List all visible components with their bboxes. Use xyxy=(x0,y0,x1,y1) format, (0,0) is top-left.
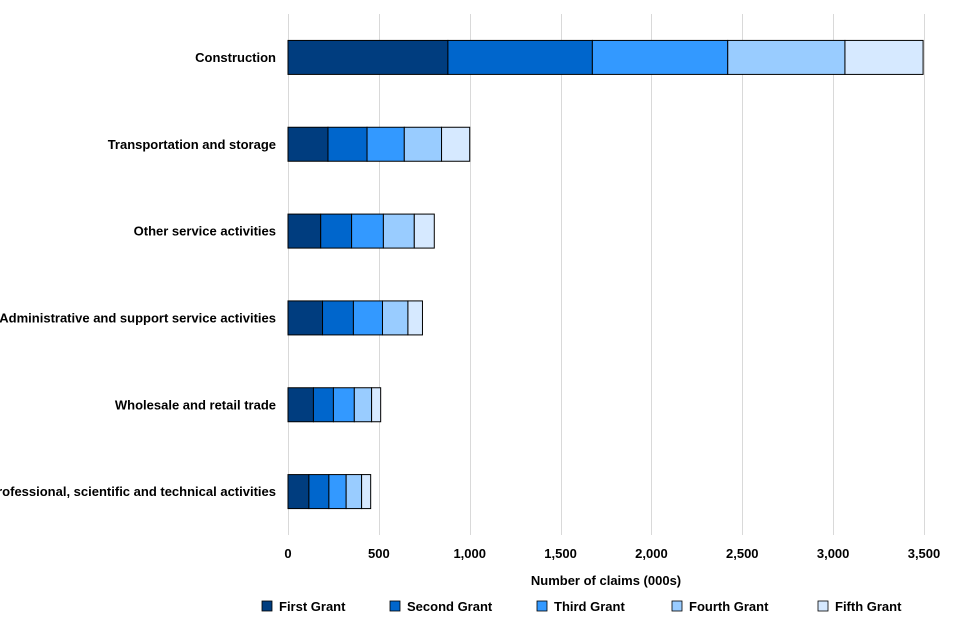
legend-label: Fifth Grant xyxy=(835,599,902,614)
bar-segment-third-grant xyxy=(591,39,729,75)
x-tick-label: 1,000 xyxy=(453,546,486,561)
bar-segment-second-grant xyxy=(320,213,353,249)
bar-segment-first-grant xyxy=(287,39,449,75)
bar-segment-fourth-grant xyxy=(353,387,373,423)
bar-segment-first-grant xyxy=(287,300,324,336)
bar-segment-first-grant xyxy=(287,474,310,510)
bar-segment-fifth-grant xyxy=(441,126,471,162)
x-tick-label: 1,500 xyxy=(544,546,577,561)
bar-segment-fifth-grant xyxy=(413,213,435,249)
bar-segment-second-grant xyxy=(447,39,593,75)
legend-swatch xyxy=(536,600,548,612)
bar-segment-fifth-grant xyxy=(844,39,924,75)
bar-segment-third-grant xyxy=(332,387,355,423)
bar-segment-second-grant xyxy=(327,126,368,162)
bar-segment-fourth-grant xyxy=(403,126,443,162)
category-label: Construction xyxy=(195,50,276,65)
x-tick-label: 500 xyxy=(368,546,390,561)
bar-segment-second-grant xyxy=(322,300,354,336)
x-tick-labels: 0 500 1,000 1,500 2,000 2,500 3,000 3,500 xyxy=(284,546,940,561)
x-tick-label: 0 xyxy=(284,546,291,561)
bar-segment-first-grant xyxy=(287,126,329,162)
x-tick-label: 3,000 xyxy=(817,546,850,561)
category-label: Professional, scientific and technical a… xyxy=(0,484,276,499)
gridlines xyxy=(288,14,925,535)
bar-segment-fifth-grant xyxy=(407,300,423,336)
bar-segment-second-grant xyxy=(308,474,330,510)
category-label: Wholesale and retail trade xyxy=(115,397,276,412)
legend: First Grant Second Grant Third Grant Fourth… xyxy=(261,599,902,614)
legend-swatch xyxy=(817,600,829,612)
bar-segment-second-grant xyxy=(312,387,334,423)
legend-label: Fourth Grant xyxy=(689,599,769,614)
category-labels: Construction Transportation and storage Ot… xyxy=(0,50,276,499)
bar-segment-first-grant xyxy=(287,213,322,249)
x-tick-label: 3,500 xyxy=(908,546,941,561)
x-tick-label: 2,000 xyxy=(635,546,668,561)
bar-segment-fourth-grant xyxy=(381,300,409,336)
bar-segment-fourth-grant xyxy=(382,213,415,249)
category-label: Administrative and support service activ… xyxy=(0,310,276,325)
bar-segment-third-grant xyxy=(328,474,347,510)
legend-swatch xyxy=(261,600,273,612)
bar-segment-third-grant xyxy=(352,300,383,336)
bar-segment-third-grant xyxy=(366,126,405,162)
bars xyxy=(287,39,924,510)
legend-label: Third Grant xyxy=(554,599,625,614)
x-axis-title: Number of claims (000s) xyxy=(531,573,681,588)
bar-segment-fifth-grant xyxy=(361,474,372,510)
legend-label: Second Grant xyxy=(407,599,493,614)
bar-segment-first-grant xyxy=(287,387,314,423)
category-label: Transportation and storage xyxy=(108,137,276,152)
x-tick-label: 2,500 xyxy=(726,546,759,561)
bar-segment-fourth-grant xyxy=(345,474,363,510)
legend-label: First Grant xyxy=(279,599,346,614)
category-label: Other service activities xyxy=(134,224,276,239)
legend-swatch xyxy=(671,600,683,612)
bar-segment-third-grant xyxy=(351,213,384,249)
bar-segment-fourth-grant xyxy=(727,39,846,75)
bar-segment-fifth-grant xyxy=(371,387,382,423)
legend-swatch xyxy=(389,600,401,612)
